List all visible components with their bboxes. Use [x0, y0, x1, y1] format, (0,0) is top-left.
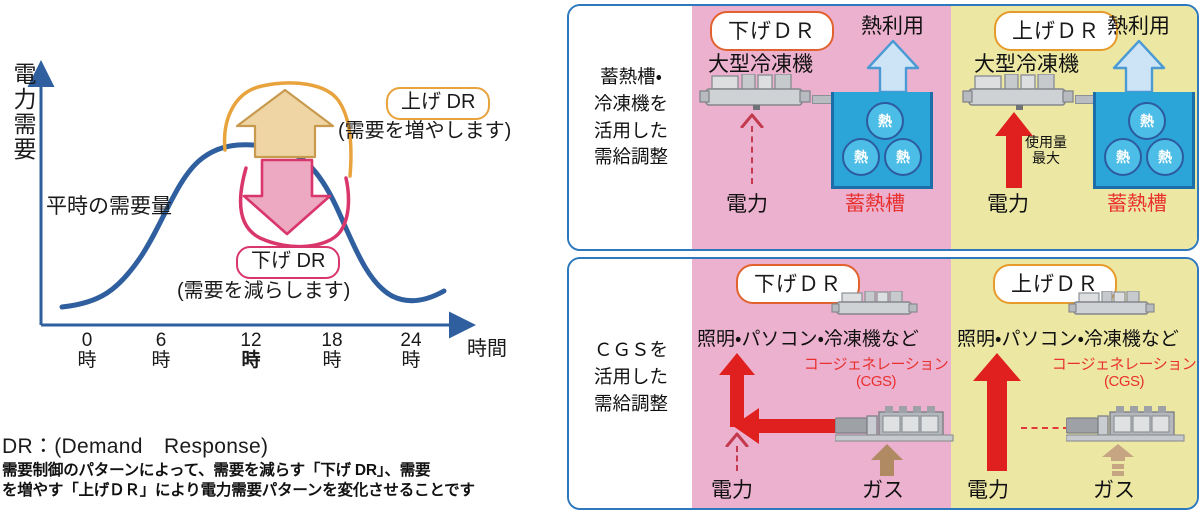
demand-response-chart: 電力需要 平時の需要量 上げ DR (需要を増やします) 下げ DR (需要を減… [0, 0, 560, 510]
label-cgs-yellow: コージェネレーション (CGS) [1051, 356, 1197, 390]
heat-ball: 熱 [1146, 138, 1184, 176]
power-dashed-line-cgs-pink [736, 446, 738, 471]
x-tick-18: 18 時 [321, 330, 343, 371]
heat-ball: 熱 [1128, 102, 1166, 140]
x-tick-0: 0 時 [77, 330, 97, 371]
badge-down-dr-cgs: 下げＤＲ [736, 264, 860, 304]
electricity-arrow-icon-pink [719, 353, 755, 427]
x-tick-24: 24 時 [400, 330, 422, 371]
label-power-cgs-pink: 電力 [711, 479, 753, 502]
footnote-line-2: を増やす「上げＤＲ」により電力需要パターンを変化させることです [2, 482, 475, 500]
label-cgs-pink: コージェネレーション (CGS) [803, 356, 949, 390]
label-chiller-yellow: 大型冷凍機 [974, 53, 1079, 76]
footnote-line-1: 需要制御のパターンによって、需要を減らす「下げ DR」、需要 [2, 462, 431, 479]
thermal-tank-pink: 熱 熱 熱 [831, 92, 933, 189]
down-dr-badge: 下げ DR [236, 246, 341, 279]
row-title-thermal: 蓄熱槽・ 冷凍機を 活用した 需給調整 [593, 66, 668, 168]
row-title-zone-thermal [569, 6, 692, 249]
baseline-curve-label: 平時の需要量 [46, 195, 172, 218]
label-gas-pink: ガス [862, 479, 904, 502]
panel-cgs: ＣＧＳを 活用した 需給調整 下げＤＲ 照明・パソコン・冷凍機など コージェネレ… [567, 257, 1199, 510]
x-tick-12: 12 時 [240, 330, 262, 371]
label-chiller-pink: 大型冷凍機 [708, 53, 813, 76]
label-loads-yellow: 照明・パソコン・冷凍機など [957, 329, 1179, 350]
cgs-unit-icon-pink [835, 406, 954, 442]
chiller-machine-icon-cgs-yellow [1068, 291, 1155, 315]
chart-footnote: DR：(Demand Response) 需要制御のパターンによって、需要を減ら… [2, 430, 547, 502]
badge-down-dr-thermal: 下げＤＲ [710, 11, 834, 51]
usage-note-yellow: 使用量 最大 [1025, 134, 1067, 167]
cgs-to-load-arrow-icon-pink [733, 408, 845, 444]
label-power-pink: 電力 [726, 193, 768, 216]
power-arrow-icon-yellow [995, 112, 1033, 188]
down-dr-note: (需要を減らします) [177, 280, 351, 302]
heat-ball: 熱 [884, 138, 922, 176]
badge-up-dr-thermal: 上げＤＲ [994, 11, 1118, 51]
thermal-tank-yellow: 熱 熱 熱 [1093, 92, 1195, 189]
up-dr-envelope [222, 81, 353, 178]
row-title-cgs: ＣＧＳを 活用した 需給調整 [593, 339, 668, 414]
chiller-machine-icon-pink [699, 74, 811, 110]
dr-measures-diagram: 蓄熱槽・ 冷凍機を 活用した 需給調整 下げＤＲ 大型冷凍機 熱利用 [563, 0, 1200, 510]
heat-ball: 熱 [842, 138, 880, 176]
chiller-machine-icon-yellow [962, 74, 1074, 110]
label-power-yellow: 電力 [987, 193, 1029, 216]
label-gas-yellow: ガス [1093, 479, 1135, 502]
heat-ball: 熱 [866, 102, 904, 140]
label-tank-pink: 蓄熱槽 [845, 193, 905, 215]
panel-thermal-storage: 蓄熱槽・ 冷凍機を 活用した 需給調整 下げＤＲ 大型冷凍機 熱利用 [567, 4, 1199, 251]
footnote-title: DR：(Demand Response) [2, 435, 269, 458]
label-power-cgs-yellow: 電力 [967, 479, 1009, 502]
power-arrow-head-cgs-pink [725, 432, 749, 447]
gas-arrow-icon-yellow [1102, 444, 1134, 476]
row-title-zone-cgs [569, 259, 692, 508]
electricity-arrow-icon-yellow [973, 353, 1021, 471]
up-dr-badge: 上げ DR [386, 87, 491, 120]
cgs-to-load-dashed-line-yellow [1021, 427, 1069, 429]
power-arrow-head-pink [740, 113, 764, 128]
label-heat-use-pink: 熱利用 [861, 15, 924, 38]
cgs-unit-icon-yellow [1066, 406, 1185, 442]
power-dashed-line-pink [751, 126, 753, 184]
x-tick-6: 6 時 [151, 330, 171, 371]
decrease-arrow-icon [242, 158, 332, 236]
up-dr-note: (需要を増やします) [338, 120, 512, 142]
label-heat-use-yellow: 熱利用 [1107, 15, 1170, 38]
chart-y-axis-label: 電力需要 [10, 62, 36, 162]
increase-arrow-icon [235, 88, 335, 159]
chiller-machine-icon-cgs-pink [831, 291, 918, 315]
heat-use-arrow-icon-pink [866, 39, 920, 94]
heat-ball: 熱 [1104, 138, 1142, 176]
gas-arrow-icon-pink [871, 444, 903, 476]
label-tank-yellow: 蓄熱槽 [1107, 193, 1167, 215]
label-loads-pink: 照明・パソコン・冷凍機など [697, 329, 919, 350]
x-axis-label: 時間 [467, 338, 507, 360]
heat-use-arrow-icon-yellow [1112, 39, 1166, 94]
